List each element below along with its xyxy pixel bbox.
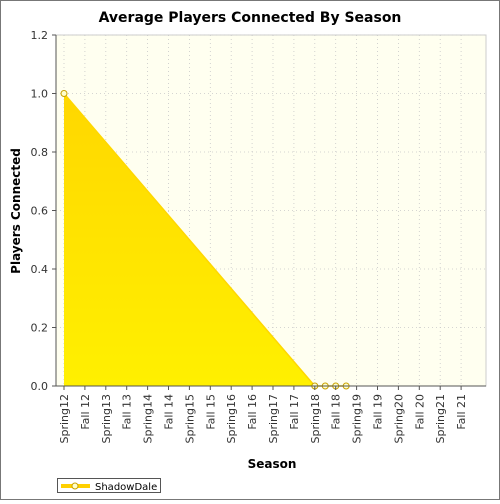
x-tick-label: Fall 21 [455,394,468,430]
x-axis-label: Season [248,457,297,471]
x-tick-label: Spring13 [100,394,113,444]
legend-box [57,478,161,493]
y-tick-label: 1.2 [31,29,49,42]
data-point-marker [60,90,68,97]
y-tick-label: 0.2 [31,322,49,335]
x-tick-label: Spring20 [392,394,405,444]
x-tick-label: Fall 12 [79,394,92,430]
plot-area: 0.0 0.2 0.4 0.6 0.8 1.0 1.2 Spring12 Fall 12 Spri… [31,29,487,444]
x-tick-label: Spring21 [434,394,447,444]
x-tick-label: Spring17 [267,394,280,444]
y-tick-label: 0.8 [31,146,49,159]
y-axis-label: Players Connected [9,148,23,274]
legend-series-label: ShadowDale [95,482,157,493]
x-tick-label: Fall 13 [121,394,134,430]
x-tick-label: Fall 18 [330,394,343,430]
chart-title: Average Players Connected By Season [99,10,402,26]
y-tick-label: 0.0 [31,380,49,393]
x-tick-label: Fall 16 [246,394,259,430]
x-tick-label: Spring18 [309,394,322,444]
legend-marker-icon [71,482,79,490]
x-tick-label: Spring15 [183,394,196,444]
y-tick-label: 0.4 [31,263,49,276]
x-tick-label: Fall 17 [288,394,301,430]
x-tick-label: Fall 14 [163,394,176,430]
x-tick-label: Spring14 [142,394,155,444]
x-tick-label: Spring16 [225,394,238,444]
y-tick-label: 1.0 [31,88,49,101]
y-tick-label: 0.6 [31,205,49,218]
x-tick-label: Fall 20 [413,394,426,430]
x-tick-label: Fall 19 [372,394,385,430]
x-tick-label: Fall 15 [204,394,217,430]
legend: ShadowDale [57,478,161,493]
area-fill-series-0 [64,93,347,386]
x-tick-label: Spring19 [351,394,364,444]
x-tick-label: Spring12 [58,394,71,444]
